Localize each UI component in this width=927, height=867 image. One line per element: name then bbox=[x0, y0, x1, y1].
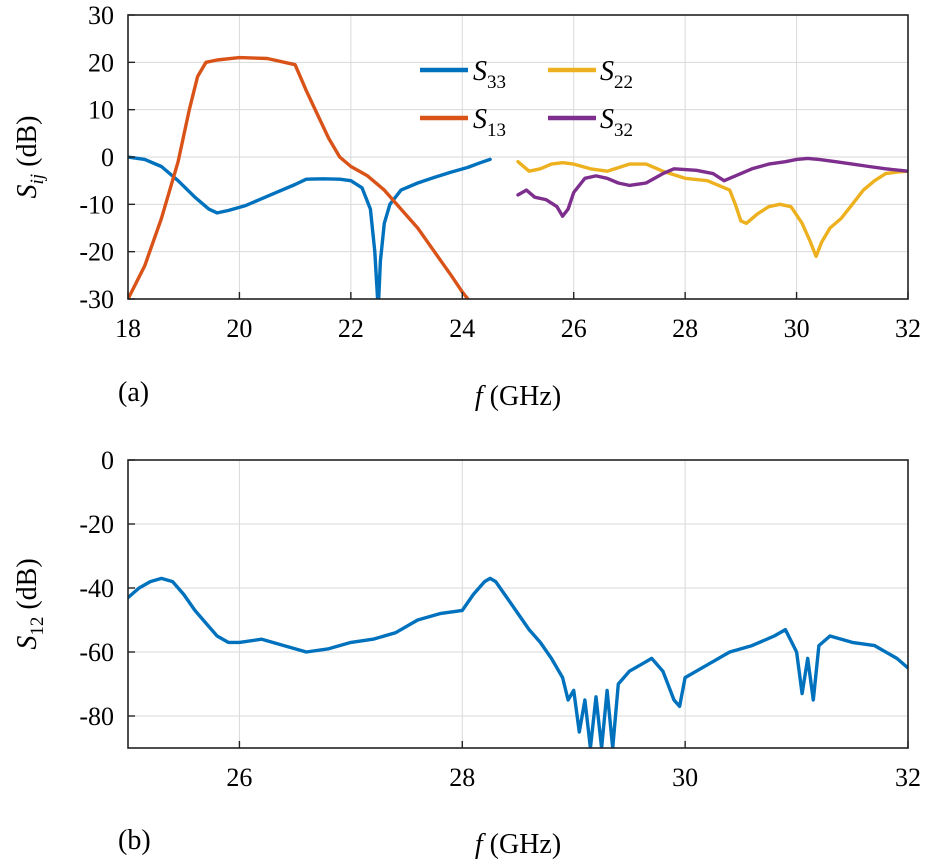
chart-a-xlabel: f (GHz) bbox=[475, 381, 561, 412]
chart-a-ytick-label: 10 bbox=[88, 96, 114, 125]
legend-item-s33: S33 bbox=[420, 56, 506, 93]
chart-a-ytick-label: 0 bbox=[101, 143, 114, 172]
chart-a-xtick-label: 28 bbox=[672, 314, 698, 343]
chart-b-xtick-label: 32 bbox=[895, 763, 921, 792]
chart-b-ylabel: S12 (dB) bbox=[12, 558, 48, 649]
chart-b-xtick-label: 26 bbox=[226, 763, 252, 792]
chart-b-tick-labels: 26 28 30 32 0 -20 -40 -60 -80 bbox=[79, 446, 921, 792]
chart-b-frame bbox=[127, 459, 909, 749]
chart-a-xtick-label: 26 bbox=[561, 314, 587, 343]
legend-label-s33: S33 bbox=[473, 56, 506, 93]
chart-a-xtick-label: 24 bbox=[449, 314, 475, 343]
chart-a-xtick-label: 22 bbox=[338, 314, 364, 343]
chart-b-ytick-label: -20 bbox=[79, 510, 114, 539]
legend-item-s22: S22 bbox=[548, 56, 633, 93]
chart-a-tick-labels: 18 20 22 24 26 28 30 32 30 20 10 0 -10 -20 -30 bbox=[79, 1, 921, 343]
chart-b-ytick-label: -60 bbox=[79, 638, 114, 667]
chart-b-xtick-label: 30 bbox=[672, 763, 698, 792]
chart-a-xtick-label: 30 bbox=[784, 314, 810, 343]
chart-b-ytick-label: 0 bbox=[101, 446, 114, 475]
chart-b-series bbox=[128, 576, 908, 748]
chart-a-xtick-label: 20 bbox=[226, 314, 252, 343]
chart-a-ytick-label: -30 bbox=[79, 285, 114, 314]
chart-a-ylabel: Sij (dB) bbox=[12, 116, 48, 199]
chart-b-ytick-label: -40 bbox=[79, 574, 114, 603]
series-line-s12 bbox=[128, 576, 908, 748]
chart-b: 26 28 30 32 0 -20 -40 -60 -80 S12 (dB) f (GHz) (… bbox=[12, 446, 921, 860]
series-line-s32 bbox=[516, 156, 908, 218]
chart-a-ytick-label: 30 bbox=[88, 1, 114, 30]
chart-a: 18 20 22 24 26 28 30 32 30 20 10 0 -10 -20 -30 Sij (dB… bbox=[12, 1, 921, 412]
series-line-s22 bbox=[516, 159, 908, 259]
chart-b-xtick-label: 28 bbox=[449, 763, 475, 792]
chart-a-ytick-label: -10 bbox=[79, 190, 114, 219]
series-line-s13 bbox=[128, 55, 470, 299]
series-line-s33 bbox=[128, 155, 492, 299]
chart-b-xlabel: f (GHz) bbox=[475, 829, 561, 860]
chart-a-xtick-label: 18 bbox=[115, 314, 141, 343]
chart-a-legend: S33 S22 S13 S32 bbox=[420, 56, 633, 141]
chart-a-xtick-label: 32 bbox=[895, 314, 921, 343]
chart-a-series bbox=[128, 55, 908, 299]
chart-a-ytick-label: 20 bbox=[88, 48, 114, 77]
legend-label-s22: S22 bbox=[600, 56, 633, 93]
panel-b-label: (b) bbox=[118, 825, 151, 856]
panel-a-label: (a) bbox=[118, 377, 149, 408]
chart-a-ytick-label: -20 bbox=[79, 238, 114, 267]
chart-b-ytick-label: -80 bbox=[79, 702, 114, 731]
chart-b-grid bbox=[128, 459, 909, 748]
